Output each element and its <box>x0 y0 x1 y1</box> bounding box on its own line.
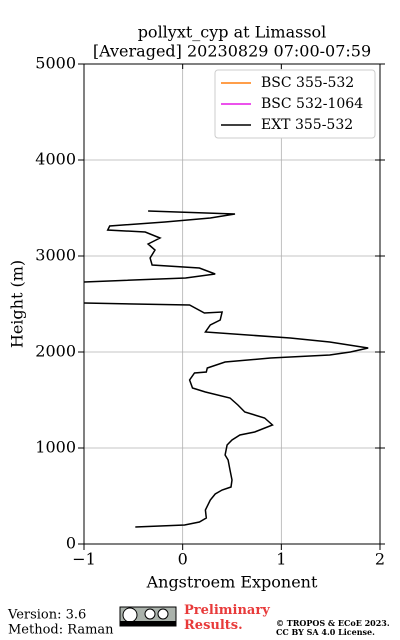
legend-box <box>214 69 376 139</box>
preliminary: Preliminary Results. <box>184 603 270 633</box>
method: Method: Raman <box>8 623 114 638</box>
plot-frame <box>83 63 381 545</box>
y-tick-label: 2000 <box>35 342 76 361</box>
x-tick-label: 1 <box>276 550 286 569</box>
profile-line <box>83 210 369 528</box>
x-axis-label: Angstroem Exponent <box>146 573 318 592</box>
title: [Averaged] 20230829 07:00-07:59 <box>93 42 371 61</box>
copyright: CC BY SA 4.0 License. <box>276 627 375 637</box>
y-tick-label: 4000 <box>35 150 76 169</box>
legend-label: BSC 355-532 <box>261 75 354 91</box>
y-tick-label: 5000 <box>35 54 76 73</box>
x-tick-label: 2 <box>375 550 385 569</box>
y-tick-label: 3000 <box>35 246 76 265</box>
x-tick-label: 0 <box>178 550 188 569</box>
version: Version: 3.6 <box>7 608 86 623</box>
y-tick-label: 0 <box>66 534 76 553</box>
y-axis-label: Height (m) <box>8 260 27 348</box>
cc-icon <box>119 606 177 627</box>
title: pollyxt_cyp at Limassol <box>138 23 327 42</box>
x-tick-label: −1 <box>72 550 96 569</box>
legend-label: BSC 532-1064 <box>261 96 363 112</box>
y-tick-label: 1000 <box>35 438 76 457</box>
legend: BSC 355-532 BSC 532-1064 EXT 355-532 <box>214 69 376 139</box>
copyright: © TROPOS & ECoE 2023. <box>276 618 390 628</box>
legend-label: EXT 355-532 <box>261 117 353 133</box>
